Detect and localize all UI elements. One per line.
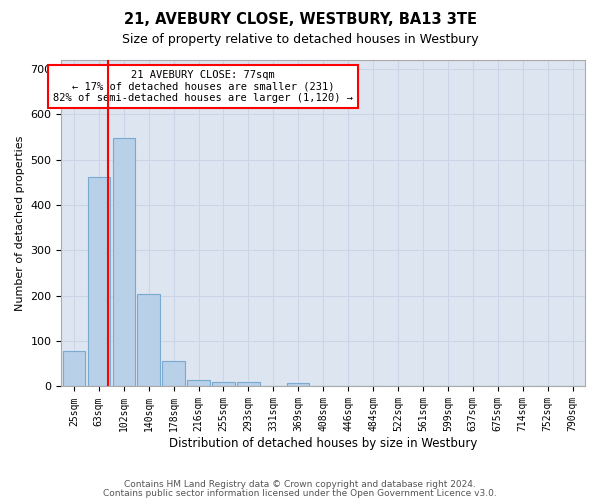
X-axis label: Distribution of detached houses by size in Westbury: Distribution of detached houses by size … [169, 437, 478, 450]
Y-axis label: Number of detached properties: Number of detached properties [15, 136, 25, 311]
Bar [287, 383, 310, 386]
Bar [187, 380, 210, 386]
Bar [137, 294, 160, 386]
Text: 21 AVEBURY CLOSE: 77sqm
← 17% of detached houses are smaller (231)
82% of semi-d: 21 AVEBURY CLOSE: 77sqm ← 17% of detache… [53, 70, 353, 103]
Text: Contains HM Land Registry data © Crown copyright and database right 2024.: Contains HM Land Registry data © Crown c… [124, 480, 476, 489]
Text: Size of property relative to detached houses in Westbury: Size of property relative to detached ho… [122, 32, 478, 46]
Text: 21, AVEBURY CLOSE, WESTBURY, BA13 3TE: 21, AVEBURY CLOSE, WESTBURY, BA13 3TE [124, 12, 476, 28]
Bar [88, 177, 110, 386]
Bar [212, 382, 235, 386]
Bar [62, 351, 85, 386]
Bar [113, 138, 135, 386]
Bar [163, 360, 185, 386]
Text: Contains public sector information licensed under the Open Government Licence v3: Contains public sector information licen… [103, 488, 497, 498]
Bar [237, 382, 260, 386]
